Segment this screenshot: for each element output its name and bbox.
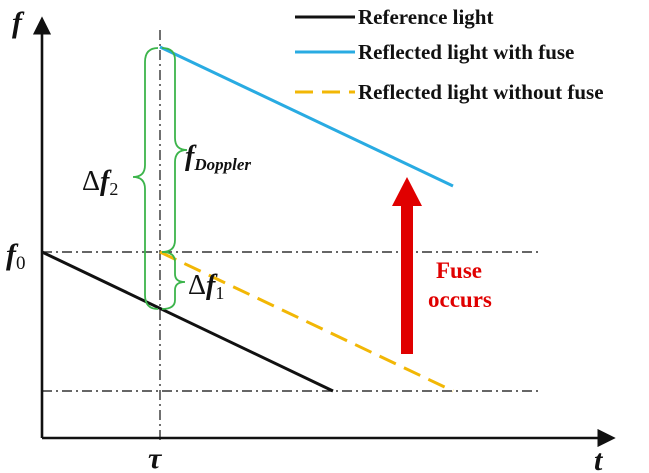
legend: Reference light Reflected light with fus…	[295, 5, 604, 104]
reflected-without-fuse-line	[159, 250, 454, 393]
legend-item-with-fuse: Reflected light with fuse	[295, 40, 574, 64]
delta-f1-var: f	[206, 270, 218, 301]
delta-f1-symbol: Δ	[188, 270, 206, 301]
legend-item-without-fuse: Reflected light without fuse	[295, 80, 604, 104]
fuse-label: Fuse occurs	[428, 258, 492, 312]
guide-lines	[42, 30, 542, 440]
doppler-label: fDoppler	[185, 141, 251, 174]
delta-f2-symbol: Δ	[82, 166, 100, 197]
f0-subscript: 0	[16, 253, 26, 274]
fuse-label-line1: Fuse	[436, 258, 482, 283]
delta-f2-label: Δf2	[82, 166, 118, 199]
delta-f1-sub: 1	[215, 283, 224, 303]
f0-label: f0	[6, 238, 26, 274]
doppler-var: f	[185, 141, 197, 172]
delta-f1-brace	[161, 251, 186, 310]
legend-label-without-fuse: Reflected light without fuse	[358, 80, 604, 104]
fuse-arrow-head	[392, 177, 422, 206]
reference-light-line	[41, 250, 334, 393]
y-axis-label: f	[12, 6, 25, 39]
delta-f2-brace	[132, 47, 159, 310]
legend-label-with-fuse: Reflected light with fuse	[358, 40, 574, 64]
fuse-arrow	[392, 177, 422, 354]
x-axis-label: t	[594, 444, 604, 473]
doppler-sub: Doppler	[193, 155, 251, 174]
fuse-arrow-shaft	[401, 205, 413, 354]
delta-f2-sub: 2	[109, 179, 118, 199]
f0-var: f	[6, 238, 19, 271]
fuse-label-line2: occurs	[428, 287, 492, 312]
doppler-brace	[161, 47, 188, 253]
delta-f1-label: Δf1	[188, 270, 224, 303]
tau-label: τ	[148, 442, 163, 473]
delta-f2-var: f	[100, 166, 112, 197]
braces	[132, 47, 188, 310]
legend-item-reference: Reference light	[295, 5, 493, 29]
reflected-with-fuse-line	[159, 45, 454, 188]
legend-label-reference: Reference light	[358, 5, 493, 29]
axes	[32, 16, 616, 448]
